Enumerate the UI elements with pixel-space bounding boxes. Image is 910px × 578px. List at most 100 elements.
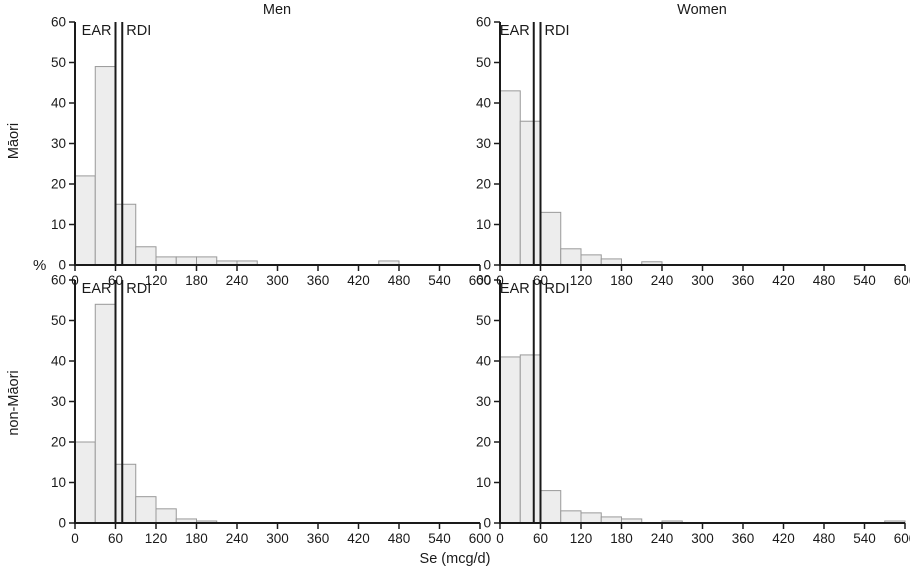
y-tick-label: 30 <box>51 136 66 151</box>
histogram-bar <box>519 120 541 266</box>
x-tick-label: 180 <box>610 273 633 288</box>
y-tick-label: 20 <box>51 435 66 450</box>
x-tick-label: 300 <box>691 531 714 546</box>
x-tick-label: 120 <box>570 273 593 288</box>
y-tick-label: 50 <box>51 55 66 70</box>
x-tick-label: 600 <box>894 531 910 546</box>
column-title-men: Men <box>262 2 292 18</box>
y-tick-label: 50 <box>476 313 491 328</box>
y-tick-label: 10 <box>476 475 491 490</box>
histogram-bar <box>580 512 602 524</box>
x-tick-label: 420 <box>347 273 370 288</box>
x-tick-label: 60 <box>108 531 123 546</box>
x-tick-label: 480 <box>388 273 411 288</box>
x-tick-label: 60 <box>533 531 548 546</box>
y-tick-label: 60 <box>476 273 491 288</box>
x-tick-label: 360 <box>732 531 755 546</box>
y-tick-label: 20 <box>51 177 66 192</box>
column-title-women: Women <box>677 2 727 18</box>
x-tick-label: 120 <box>570 531 593 546</box>
histogram-panel-men-maori: 0102030405060060120180240300360420480540… <box>51 15 491 289</box>
y-tick-label: 40 <box>476 96 491 111</box>
x-tick-label: 0 <box>496 531 504 546</box>
x-tick-label: 300 <box>266 273 289 288</box>
histogram-bar <box>115 463 137 524</box>
y-tick-label: 20 <box>476 435 491 450</box>
histogram-bar <box>499 90 521 266</box>
y-tick-label: 0 <box>483 258 491 273</box>
histogram-bar <box>540 211 562 266</box>
y-tick-label: 50 <box>476 55 491 70</box>
x-tick-label: 240 <box>651 273 674 288</box>
histogram-bar <box>115 203 137 266</box>
x-tick-label: 300 <box>266 531 289 546</box>
x-tick-label: 360 <box>307 273 330 288</box>
y-tick-label: 30 <box>476 394 491 409</box>
histogram-bar <box>196 256 218 266</box>
x-tick-label: 420 <box>772 273 795 288</box>
x-tick-label: 0 <box>71 531 79 546</box>
ear-label: EAR <box>82 23 112 39</box>
y-tick-label: 60 <box>476 15 491 30</box>
y-tick-label: 20 <box>476 177 491 192</box>
y-tick-label: 0 <box>58 258 66 273</box>
row-title-non-maori: non-Māori <box>6 370 22 436</box>
x-tick-label: 600 <box>469 273 492 288</box>
row-title-maori: Māori <box>6 122 22 160</box>
x-tick-label: 540 <box>428 531 451 546</box>
x-tick-label: 480 <box>813 531 836 546</box>
x-tick-label: 360 <box>307 531 330 546</box>
y-tick-label: 30 <box>51 394 66 409</box>
y-tick-label: 40 <box>476 354 491 369</box>
x-tick-label: 180 <box>185 531 208 546</box>
histogram-bar <box>560 248 582 266</box>
x-tick-label: 600 <box>894 273 910 288</box>
x-tick-label: 420 <box>772 531 795 546</box>
x-tick-label: 540 <box>853 273 876 288</box>
histogram-bar <box>74 175 96 266</box>
histogram-bar <box>135 496 157 524</box>
histogram-bar <box>499 356 521 524</box>
histogram-bar <box>94 303 116 524</box>
x-tick-label: 240 <box>226 531 249 546</box>
x-tick-label: 120 <box>145 273 168 288</box>
x-tick-label: 600 <box>469 531 492 546</box>
ear-label: EAR <box>82 281 112 297</box>
rdi-label: RDI <box>126 281 151 297</box>
histogram-panel-women-maori: 0 10 20 30 40 50 600 60 120 180 240 300 360 420 480 540… <box>476 15 910 289</box>
histogram-bar <box>540 490 562 524</box>
ear-label: EAR <box>500 281 530 297</box>
x-tick-label: 480 <box>813 273 836 288</box>
ear-label: EAR <box>500 23 530 39</box>
histogram-bar <box>155 256 177 266</box>
y-tick-label: 10 <box>476 217 491 232</box>
y-tick-label: 40 <box>51 354 66 369</box>
y-tick-label: 50 <box>51 313 66 328</box>
y-tick-label: 10 <box>51 475 66 490</box>
x-tick-label: 180 <box>185 273 208 288</box>
x-tick-label: 240 <box>651 531 674 546</box>
y-tick-label: 10 <box>51 217 66 232</box>
histogram-bar <box>155 508 177 524</box>
rdi-label: RDI <box>545 23 570 39</box>
histogram-bar <box>519 354 541 524</box>
y-tick-label: 60 <box>51 273 66 288</box>
y-tick-label: 60 <box>51 15 66 30</box>
x-tick-label: 180 <box>610 531 633 546</box>
histogram-bar <box>135 246 157 266</box>
x-tick-label: 360 <box>732 273 755 288</box>
x-tick-label: 420 <box>347 531 370 546</box>
rdi-label: RDI <box>126 23 151 39</box>
x-axis-label: Se (mcg/d) <box>419 551 491 567</box>
x-tick-label: 300 <box>691 273 714 288</box>
y-tick-label: 0 <box>483 516 491 531</box>
y-tick-label: 0 <box>58 516 66 531</box>
x-tick-label: 240 <box>226 273 249 288</box>
histogram-bar <box>74 441 96 524</box>
histogram-bar <box>580 254 602 266</box>
x-tick-label: 480 <box>388 531 411 546</box>
x-tick-label: 120 <box>145 531 168 546</box>
x-tick-label: 540 <box>853 531 876 546</box>
